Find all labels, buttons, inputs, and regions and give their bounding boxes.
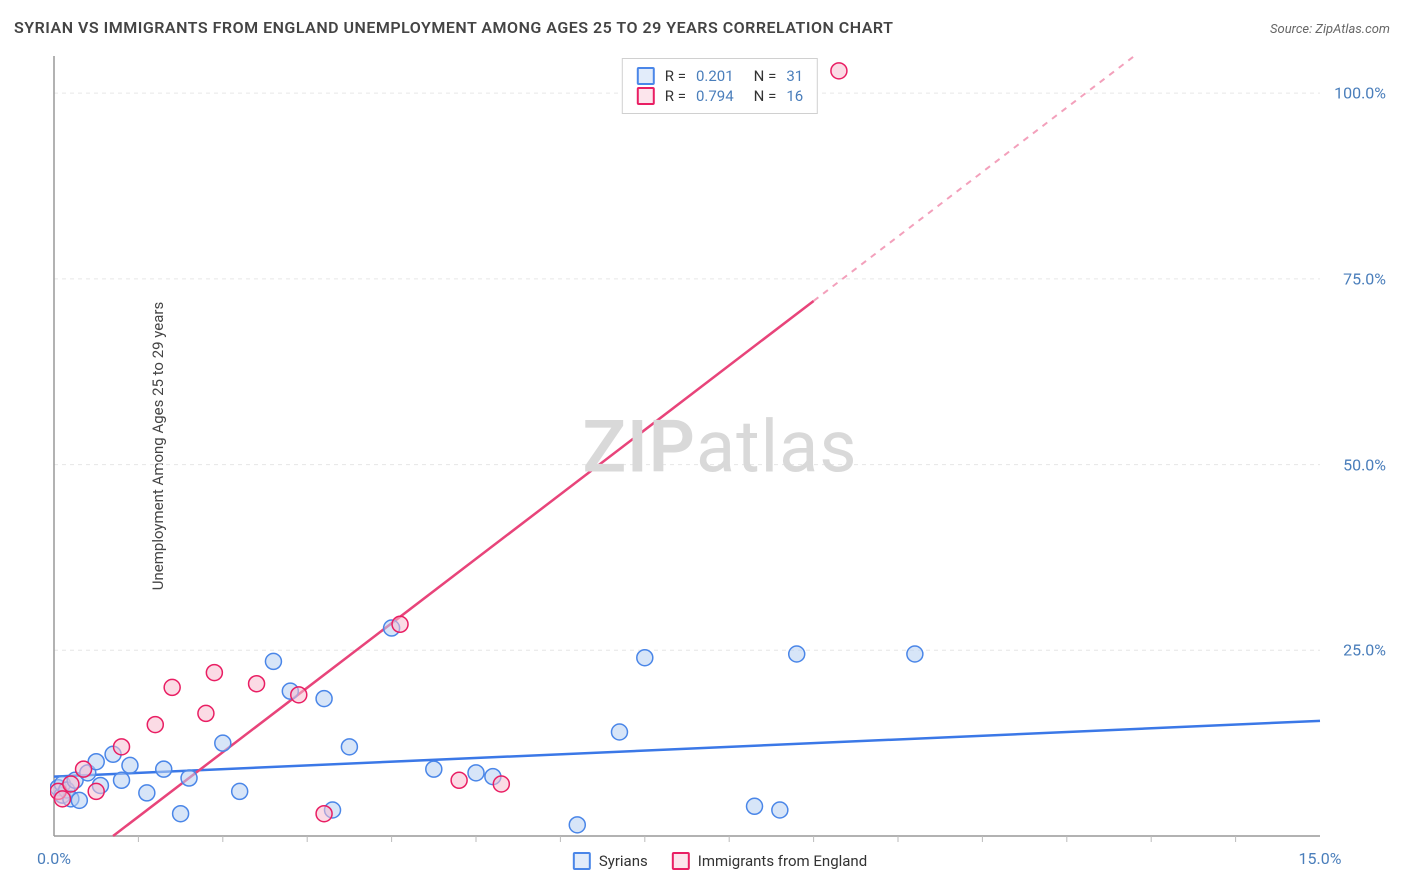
y-tick-label: 50.0% [1343, 455, 1386, 474]
legend-row: R = 0.201 N = 31 [637, 67, 803, 85]
y-tick-label: 25.0% [1343, 641, 1386, 660]
legend-r-label: R = [665, 87, 686, 105]
y-tick-label: 75.0% [1343, 269, 1386, 288]
legend-correlation: R = 0.201 N = 31 R = 0.794 N = 16 [622, 58, 818, 114]
legend-r-value: 0.794 [696, 87, 734, 105]
legend-swatch [637, 87, 655, 105]
legend-swatch [637, 67, 655, 85]
legend-n-value: 31 [786, 67, 803, 85]
chart-container: SYRIAN VS IMMIGRANTS FROM ENGLAND UNEMPL… [0, 0, 1406, 892]
legend-row: R = 0.794 N = 16 [637, 87, 803, 105]
legend-n-label: N = [754, 87, 777, 105]
legend-series: Syrians Immigrants from England [573, 852, 867, 870]
x-tick-label: 0.0% [37, 849, 71, 868]
legend-r-value: 0.201 [696, 67, 734, 85]
legend-series-label: Immigrants from England [698, 852, 867, 870]
legend-series-item: Immigrants from England [672, 852, 867, 870]
legend-n-value: 16 [786, 87, 803, 105]
source-label: Source: ZipAtlas.com [1270, 22, 1390, 37]
legend-swatch [672, 852, 690, 870]
scatter-plot-svg [50, 52, 1390, 842]
legend-n-label: N = [754, 67, 777, 85]
y-tick-label: 100.0% [1334, 84, 1386, 103]
plot-area: ZIPatlas R = 0.201 N = 31 R = 0.794 N = … [50, 52, 1390, 842]
legend-series-item: Syrians [573, 852, 648, 870]
x-tick-label: 15.0% [1299, 849, 1342, 868]
legend-series-label: Syrians [599, 852, 648, 870]
legend-r-label: R = [665, 67, 686, 85]
legend-swatch [573, 852, 591, 870]
chart-title: SYRIAN VS IMMIGRANTS FROM ENGLAND UNEMPL… [14, 18, 893, 37]
